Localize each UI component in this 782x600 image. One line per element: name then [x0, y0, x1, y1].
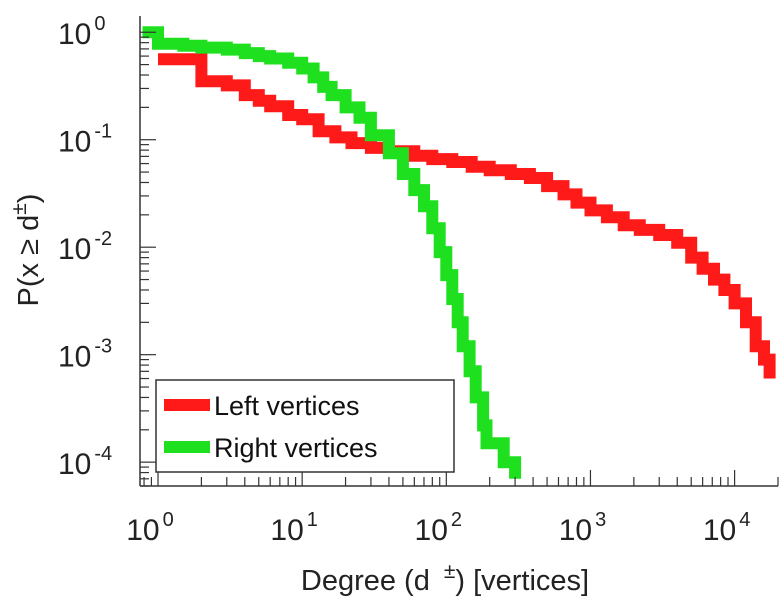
- x-tick-label: 10 3: [559, 509, 607, 547]
- legend-box: [155, 379, 455, 473]
- y-tick-label: 10 -1: [58, 121, 112, 159]
- y-tick-label: 10 -3: [58, 336, 112, 374]
- legend-label-right-vertices: Right vertices: [214, 433, 378, 463]
- y-tick-label: 10 0: [58, 13, 106, 51]
- x-tick-label: 10 2: [415, 509, 463, 547]
- y-tick-label: 10 -4: [58, 443, 112, 481]
- axis-labels: 10 0 10 1 10 2 10 3 10 4 10 0 10 -1 10 -2 10 -3 10 -4 Degree…: [8, 13, 750, 597]
- x-axis-label: Degree (d ±) [vertices]: [301, 560, 589, 597]
- x-tick-label: 10 1: [270, 509, 318, 547]
- series-layer: [142, 26, 776, 479]
- legend: Left vertices Right vertices: [155, 379, 455, 473]
- x-tick-label: 10 4: [703, 509, 751, 547]
- legend-label-left-vertices: Left vertices: [214, 391, 360, 421]
- y-axis-label: P(x ≥ d±): [8, 194, 45, 307]
- series-line-left-vertices: [158, 53, 776, 379]
- series-line-right-vertices: [142, 26, 522, 479]
- y-tick-label: 10 -2: [58, 228, 112, 266]
- x-tick-label: 10 0: [126, 509, 174, 547]
